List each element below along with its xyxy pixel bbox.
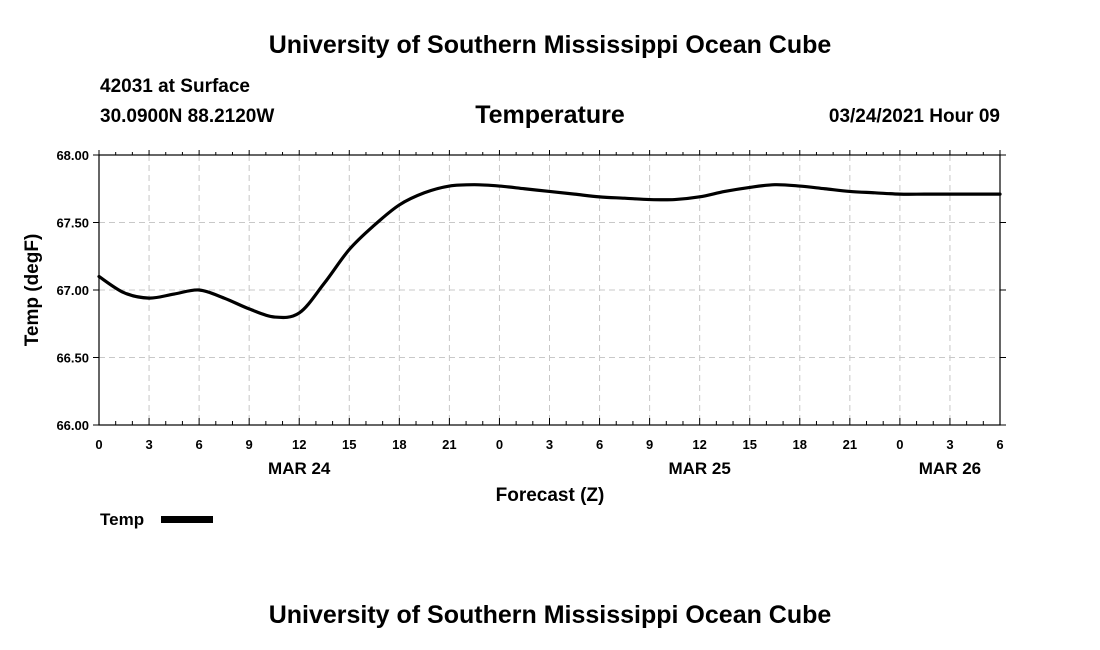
series-line-temp bbox=[97, 183, 1002, 320]
x-tick-label: 6 bbox=[596, 437, 603, 452]
x-tick-label: 3 bbox=[546, 437, 553, 452]
location-label: 30.0900N 88.2120W bbox=[100, 106, 275, 127]
x-tick-label: 15 bbox=[742, 437, 756, 452]
x-tick-label: 12 bbox=[692, 437, 706, 452]
x-tick-label: 0 bbox=[896, 437, 903, 452]
x-tick-label: 15 bbox=[342, 437, 356, 452]
main-title-bottom: University of Southern Mississippi Ocean… bbox=[268, 601, 832, 629]
x-tick-label: 3 bbox=[946, 437, 953, 452]
x-tick-label: 18 bbox=[392, 437, 406, 452]
y-tick-label: 67.00 bbox=[56, 283, 89, 298]
grid-layer bbox=[99, 155, 1000, 425]
y-tick-label: 68.00 bbox=[56, 148, 89, 163]
tick-layer bbox=[93, 150, 1006, 426]
label-layer: 66.00 66.50 67.00 67.50 68.00 0 3 6 9 12 15 18 21 0 3 6… bbox=[56, 148, 1003, 478]
legend-label: Temp bbox=[100, 510, 144, 529]
chart-title: Temperature bbox=[475, 101, 625, 129]
x-tick-label: 0 bbox=[95, 437, 102, 452]
x-tick-label: 9 bbox=[646, 437, 653, 452]
legend-swatch-temp bbox=[161, 516, 213, 523]
y-tick-label: 66.00 bbox=[56, 418, 89, 433]
x-tick-label: 0 bbox=[496, 437, 503, 452]
x-tick-label: 21 bbox=[843, 437, 857, 452]
x-tick-label: 3 bbox=[145, 437, 152, 452]
y-tick-label: 67.50 bbox=[56, 216, 89, 231]
x-tick-label: 12 bbox=[292, 437, 306, 452]
x-tick-label: 6 bbox=[195, 437, 202, 452]
y-tick-label: 66.50 bbox=[56, 351, 89, 366]
date-label: MAR 24 bbox=[268, 459, 331, 478]
y-axis-label: Temp (degF) bbox=[22, 234, 43, 347]
x-tick-label: 6 bbox=[996, 437, 1003, 452]
x-axis-label: Forecast (Z) bbox=[496, 485, 605, 506]
station-label: 42031 at Surface bbox=[100, 76, 250, 97]
main-title-top: University of Southern Mississippi Ocean… bbox=[268, 31, 832, 59]
x-tick-label: 18 bbox=[793, 437, 807, 452]
run-time-label: 03/24/2021 Hour 09 bbox=[828, 106, 1000, 127]
date-label: MAR 25 bbox=[668, 459, 730, 478]
x-tick-label: 9 bbox=[246, 437, 253, 452]
x-tick-label: 21 bbox=[442, 437, 456, 452]
date-label: MAR 26 bbox=[919, 459, 981, 478]
